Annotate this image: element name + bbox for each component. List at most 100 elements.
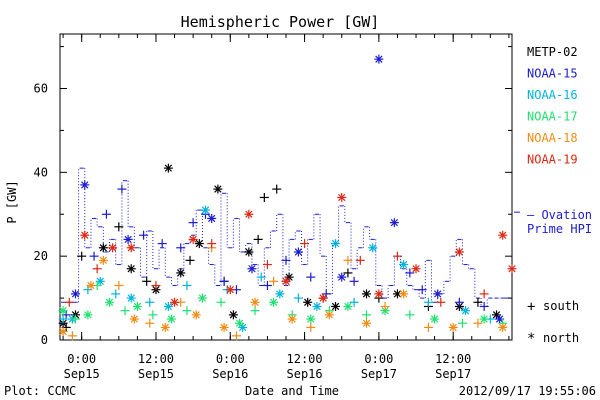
south-data-point (262, 281, 272, 291)
south-data-point (423, 297, 433, 307)
data-point-stroke (276, 290, 284, 298)
data-point-stroke (198, 294, 207, 302)
south-data-point (281, 255, 291, 265)
north-data-point (498, 322, 508, 332)
south-data-point (157, 239, 167, 249)
data-point-stroke (170, 298, 179, 306)
north-data-point (80, 230, 90, 240)
legend-entry: NOAA-16 (527, 88, 578, 102)
data-point-stroke (508, 265, 516, 273)
north-data-point (324, 310, 334, 320)
data-point-stroke (288, 315, 296, 323)
data-point-stroke (71, 290, 80, 298)
data-point-stroke (282, 277, 290, 285)
south-data-point (479, 289, 489, 299)
footer-timestamp: 2012/09/17 19:55:06 (459, 384, 596, 398)
x-tick-sublabel: Sep17 (361, 367, 397, 381)
north-data-point (160, 322, 170, 332)
north-data-point (86, 281, 96, 291)
south-data-point (405, 310, 415, 320)
data-point-stroke (245, 248, 253, 256)
south-data-point (117, 184, 127, 194)
north-data-point (58, 327, 68, 337)
data-point-stroke (480, 315, 488, 323)
data-point-stroke (313, 302, 321, 311)
north-data-point (399, 260, 409, 270)
north-data-point (337, 192, 347, 202)
north-data-point (433, 289, 443, 299)
y-tick-label: 40 (34, 165, 48, 179)
south-data-point (253, 234, 263, 244)
south-data-point (269, 276, 279, 286)
north-data-point (98, 255, 108, 265)
south-legend-label: south (543, 299, 579, 313)
south-data-point (176, 243, 186, 253)
series-legend: METP-02 NOAA-15 NOAA-16 NOAA-17 NOAA-18 NOAA-… (527, 45, 578, 167)
north-data-point (269, 297, 279, 307)
axis-ticks: 02040600:00Sep1512:00Sep150:00Sep1612:00… (34, 34, 512, 381)
south-data-point (361, 310, 371, 320)
south-data-point (349, 276, 359, 286)
south-data-point (349, 297, 359, 307)
south-data-point (457, 318, 467, 328)
data-point-stroke (161, 323, 169, 332)
north-data-point (374, 289, 384, 299)
data-point-stroke (130, 315, 138, 323)
north-data-point (374, 54, 384, 64)
south-data-point (392, 251, 402, 261)
south-data-point (256, 272, 266, 282)
south-data-point (151, 281, 161, 291)
north-data-point (343, 301, 353, 311)
north-data-point (132, 301, 142, 311)
south-data-point (185, 255, 195, 265)
south-data-point (306, 322, 316, 332)
data-point-stroke (344, 302, 352, 311)
south-data-point (114, 281, 124, 291)
data-point-stroke (59, 306, 67, 315)
south-data-point (417, 285, 427, 295)
north-data-point (123, 234, 133, 244)
north-data-point (430, 314, 440, 324)
south-data-point (355, 255, 365, 265)
south-data-point (148, 310, 158, 320)
data-point-stroke (84, 311, 92, 319)
north-data-point (194, 239, 204, 249)
x-tick-label: 12:00 (287, 352, 323, 366)
north-data-point (228, 310, 238, 320)
south-data-point (188, 218, 198, 228)
south-data-point (70, 314, 80, 324)
data-point-stroke (164, 302, 173, 311)
data-point-stroke (229, 311, 238, 319)
data-point-stroke (133, 302, 142, 311)
north-data-point (312, 301, 322, 311)
north-data-point (108, 243, 118, 253)
north-data-point (235, 318, 245, 328)
south-data-point (142, 276, 152, 286)
south-data-point (272, 184, 282, 194)
footer-credit: Plot: CCMC (4, 384, 76, 398)
north-data-point (293, 247, 303, 257)
north-data-point (207, 213, 217, 223)
data-point-stroke (499, 231, 507, 239)
north-data-point (275, 289, 285, 299)
data-point-stroke (399, 260, 408, 269)
data-point-stroke (307, 315, 315, 323)
data-point-stroke (269, 298, 278, 306)
north-data-point (368, 243, 378, 253)
data-point-stroke (331, 239, 340, 248)
data-point-stroke (375, 290, 383, 298)
x-tick-label: 0:00 (216, 352, 245, 366)
data-point-stroke (167, 315, 176, 323)
data-point-stroke (81, 231, 89, 239)
data-point-stroke (294, 248, 303, 256)
north-data-point (392, 289, 402, 299)
data-point-stroke (192, 311, 200, 319)
north-legend-symbol: * (527, 331, 535, 347)
south-data-point (111, 289, 121, 299)
data-point-stroke (195, 239, 203, 248)
data-point-stroke (362, 290, 371, 298)
north-data-point (507, 264, 517, 274)
south-data-point (343, 255, 353, 265)
north-data-point (219, 322, 229, 332)
